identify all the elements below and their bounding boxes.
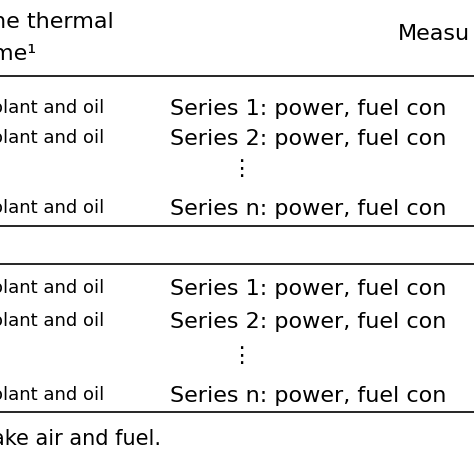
Text: ⋮: ⋮ [230, 346, 252, 366]
Text: Series 1: power, fuel con: Series 1: power, fuel con [170, 279, 447, 299]
Text: olant and oil: olant and oil [0, 279, 104, 297]
Text: ake air and fuel.: ake air and fuel. [0, 429, 161, 449]
Text: Series n: power, fuel con: Series n: power, fuel con [170, 199, 447, 219]
Text: Series 2: power, fuel con: Series 2: power, fuel con [170, 129, 447, 149]
Text: Series n: power, fuel con: Series n: power, fuel con [170, 386, 447, 406]
Text: Series 1: power, fuel con: Series 1: power, fuel con [170, 99, 447, 119]
Text: ne thermal: ne thermal [0, 12, 114, 32]
Text: Series 2: power, fuel con: Series 2: power, fuel con [170, 312, 447, 332]
Text: olant and oil: olant and oil [0, 129, 104, 147]
Text: Measu: Measu [398, 24, 470, 44]
Text: me¹: me¹ [0, 44, 36, 64]
Text: olant and oil: olant and oil [0, 312, 104, 330]
Text: ⋮: ⋮ [230, 159, 252, 179]
Text: olant and oil: olant and oil [0, 386, 104, 404]
Text: olant and oil: olant and oil [0, 99, 104, 117]
Text: olant and oil: olant and oil [0, 199, 104, 217]
